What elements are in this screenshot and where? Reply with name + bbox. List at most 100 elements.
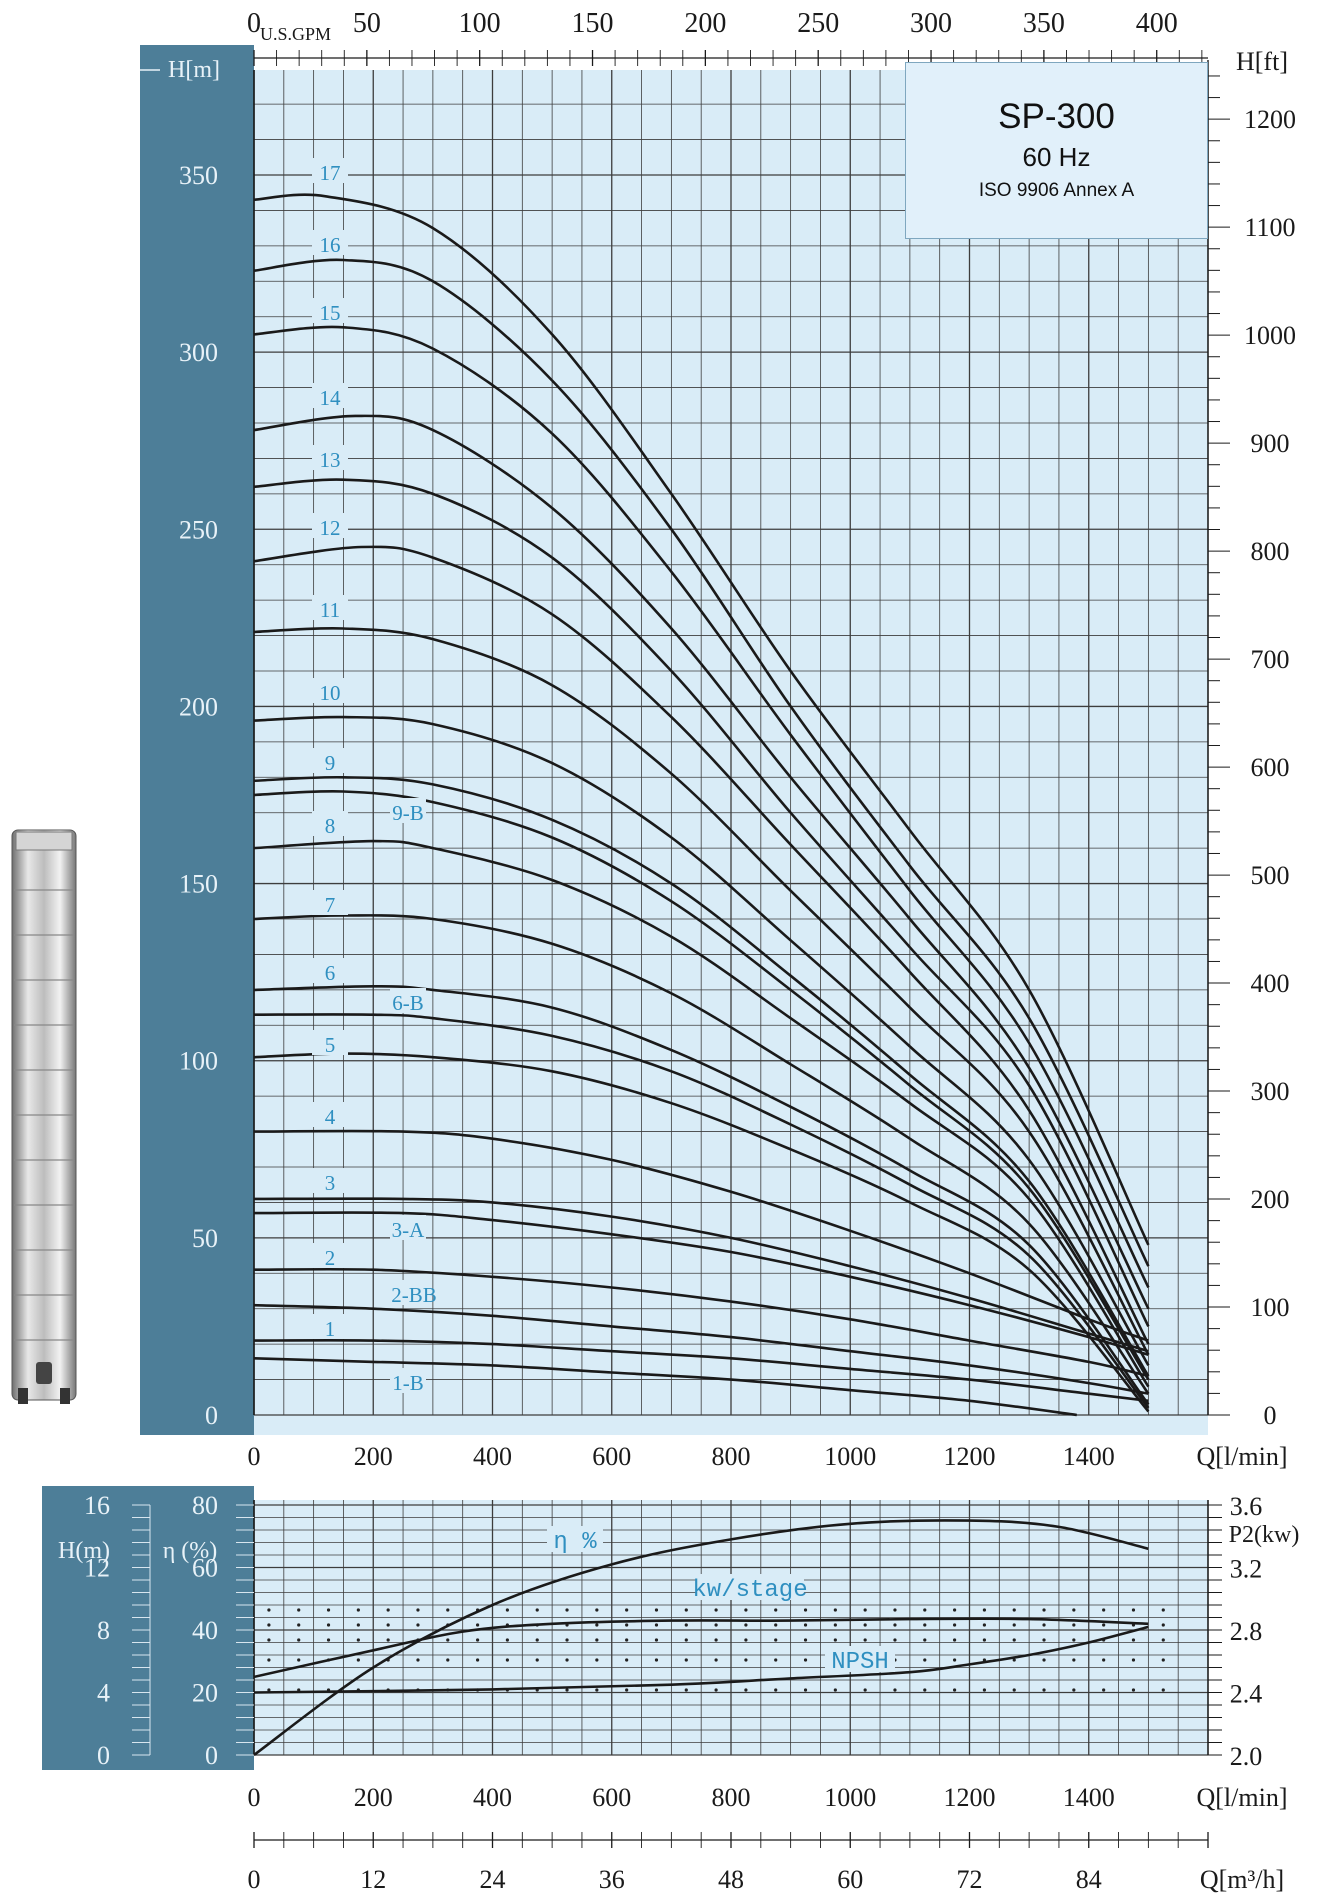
- dot-marker: [833, 1623, 837, 1627]
- dot-marker: [654, 1638, 659, 1642]
- ft-tick-label: 500: [1251, 861, 1290, 890]
- ft-tick-label: 700: [1251, 645, 1290, 674]
- ft-tick-label: 100: [1251, 1293, 1290, 1322]
- m3h-tick-label: 48: [718, 1865, 744, 1894]
- dot-marker: [297, 1638, 301, 1642]
- dot-marker: [505, 1608, 510, 1612]
- dot-marker: [982, 1688, 987, 1692]
- dot-marker: [565, 1688, 569, 1692]
- curve-label-bg: [312, 958, 348, 983]
- x-tick-label: 0: [248, 1783, 261, 1812]
- y-tick-label: 150: [179, 870, 218, 899]
- dot-marker: [565, 1608, 569, 1612]
- dot-marker: [505, 1658, 510, 1662]
- ft-tick-label: 1200: [1244, 105, 1296, 134]
- curve-label-3-A: 3-A: [392, 1218, 425, 1242]
- dot-marker: [1072, 1658, 1076, 1662]
- dot-marker: [386, 1608, 390, 1612]
- ft-tick-label: 600: [1251, 753, 1290, 782]
- head-curve-5: [253, 1052, 1150, 1413]
- npsh-tick-label: 4: [97, 1679, 110, 1708]
- dot-marker: [893, 1688, 897, 1692]
- dot-marker: [1161, 1623, 1165, 1627]
- dot-marker: [952, 1658, 957, 1662]
- dot-marker: [744, 1688, 748, 1692]
- dot-marker: [1012, 1608, 1016, 1612]
- curve-label-bg: [312, 1243, 348, 1268]
- x-tick-label: 1000: [824, 1783, 876, 1812]
- gpm-tick-label: 150: [572, 8, 614, 39]
- test-standard: ISO 9906 Annex A: [978, 180, 1135, 201]
- head-curve-14: [253, 414, 1150, 1310]
- dot-marker: [654, 1688, 659, 1692]
- head-curve-11: [253, 626, 1150, 1356]
- x-tick-label: 800: [712, 1783, 751, 1812]
- dot-marker: [297, 1658, 301, 1662]
- ft-tick-label: 400: [1251, 969, 1290, 998]
- curve-label-6-B: 6-B: [392, 991, 424, 1015]
- dot-marker: [1102, 1608, 1106, 1612]
- dot-marker: [1161, 1638, 1165, 1642]
- curve-label-bg: [312, 595, 348, 620]
- y-tick-label: 0: [205, 1401, 218, 1430]
- x-tick-label: 1400: [1063, 1783, 1115, 1812]
- dot-marker: [267, 1608, 271, 1612]
- x-tick-label: 0: [248, 1442, 261, 1471]
- x-tick-label: 1400: [1063, 1442, 1115, 1471]
- curve-label-bg: [390, 1215, 426, 1240]
- x-tick-label: 400: [473, 1442, 512, 1471]
- gpm-tick-label: 50: [353, 8, 381, 39]
- dot-marker: [565, 1658, 569, 1662]
- eta-tick-label: 20: [192, 1679, 218, 1708]
- gpm-tick-label: 300: [910, 8, 952, 39]
- head-curve-3: [253, 1197, 1149, 1353]
- dot-marker: [833, 1638, 837, 1642]
- curve-label-bg: [312, 748, 348, 773]
- perf-label: kw/stage: [692, 1577, 807, 1604]
- dot-marker: [714, 1658, 718, 1662]
- dot-marker: [416, 1658, 420, 1662]
- dot-marker: [595, 1688, 599, 1692]
- curve-label-10: 10: [320, 681, 341, 705]
- ft-tick-label: 800: [1251, 537, 1290, 566]
- dot-marker: [684, 1638, 688, 1642]
- head-curve-2: [253, 1267, 1149, 1378]
- dot-marker: [1042, 1638, 1046, 1642]
- dot-marker: [446, 1658, 450, 1662]
- npsh-tick-label: 8: [97, 1616, 110, 1645]
- curve-label-14: 14: [320, 386, 342, 410]
- gpm-tick-label: 400: [1136, 8, 1178, 39]
- dot-marker: [714, 1688, 718, 1692]
- eta-tick-label: 0: [205, 1741, 218, 1770]
- dot-marker: [535, 1658, 539, 1662]
- curve-label-bg: [312, 1102, 348, 1127]
- curve-label-bg: [312, 678, 348, 703]
- gpm-tick-label: 200: [684, 8, 726, 39]
- dot-marker: [1042, 1623, 1046, 1627]
- npsh-tick-label: 16: [84, 1491, 110, 1520]
- curve-label-bg: [312, 513, 348, 538]
- curve-label-9: 9: [325, 751, 336, 775]
- dot-marker: [1131, 1638, 1136, 1642]
- dot-marker: [595, 1638, 599, 1642]
- dot-marker: [714, 1623, 718, 1627]
- m3h-tick-label: 24: [480, 1865, 506, 1894]
- p2-tick-label: 2.0: [1230, 1742, 1263, 1771]
- y-axis-label: H[m]: [168, 57, 220, 83]
- dot-marker: [416, 1608, 420, 1612]
- dot-marker: [923, 1623, 927, 1627]
- perf-label-bg: [825, 1646, 895, 1672]
- dot-marker: [982, 1638, 987, 1642]
- dot-marker: [803, 1623, 808, 1627]
- p2-tick-label: 3.2: [1230, 1555, 1263, 1584]
- dot-marker: [1131, 1688, 1136, 1692]
- dot-marker: [475, 1623, 480, 1627]
- y-tick-label: 100: [179, 1047, 218, 1076]
- dot-marker: [416, 1623, 420, 1627]
- dot-marker: [535, 1638, 539, 1642]
- eta-axis-label: η (%): [163, 1538, 218, 1564]
- dot-marker: [267, 1658, 271, 1662]
- curve-label-11: 11: [320, 598, 340, 622]
